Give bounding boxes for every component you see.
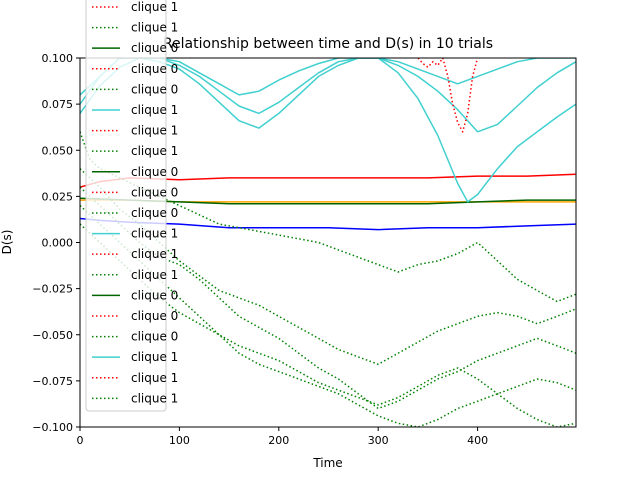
legend-label: clique 0 (131, 165, 178, 179)
y-tick-label: 0.050 (42, 144, 74, 157)
y-tick-label: 0.000 (42, 237, 74, 250)
series-line-10 (80, 186, 576, 410)
y-tick-label: 0.025 (42, 190, 74, 203)
x-tick-label: 400 (467, 434, 488, 447)
legend-label: clique 0 (131, 206, 178, 220)
x-tick-label: 100 (169, 434, 190, 447)
legend-label: clique 1 (131, 227, 178, 241)
legend-label: clique 1 (131, 247, 178, 261)
legend-label: clique 1 (131, 371, 178, 385)
legend: clique 1 clique 1 clique 0 clique 0 clique 0… (85, 0, 178, 412)
y-tick-label: −0.025 (32, 283, 73, 296)
y-tick-label: −0.075 (32, 375, 73, 388)
x-axis-ticks: 0 100 200 300 400 (77, 427, 488, 447)
legend-label: clique 0 (131, 330, 178, 344)
y-tick-label: −0.100 (32, 421, 73, 434)
legend-label: clique 1 (131, 391, 178, 405)
legend-label: clique 1 (131, 144, 178, 158)
legend-label: clique 1 (131, 268, 178, 282)
legend-label: clique 0 (131, 41, 178, 55)
y-tick-label: −0.050 (32, 329, 73, 342)
x-tick-label: 300 (368, 434, 389, 447)
x-axis-label: Time (312, 456, 342, 470)
legend-label: clique 1 (131, 103, 178, 117)
legend-label: clique 0 (131, 185, 178, 199)
chart-title: Relationship between time and D(s) in 10… (163, 36, 493, 52)
legend-box (85, 0, 167, 412)
y-axis-ticks: −0.100 −0.075 −0.050 −0.025 0.000 0.025 0.050 0… (32, 52, 80, 434)
legend-label: clique 1 (131, 124, 178, 138)
x-tick-label: 200 (268, 434, 289, 447)
legend-label: clique 0 (131, 288, 178, 302)
legend-label: clique 1 (131, 0, 178, 14)
legend-label: clique 0 (131, 62, 178, 76)
legend-label: clique 0 (131, 82, 178, 96)
y-tick-label: 0.100 (42, 52, 74, 65)
x-tick-label: 0 (77, 434, 84, 447)
y-tick-label: 0.075 (42, 98, 74, 111)
legend-label: clique 1 (131, 350, 178, 364)
legend-label: clique 1 (131, 21, 178, 35)
legend-label: clique 0 (131, 309, 178, 323)
y-axis-label: D(s) (0, 230, 14, 255)
